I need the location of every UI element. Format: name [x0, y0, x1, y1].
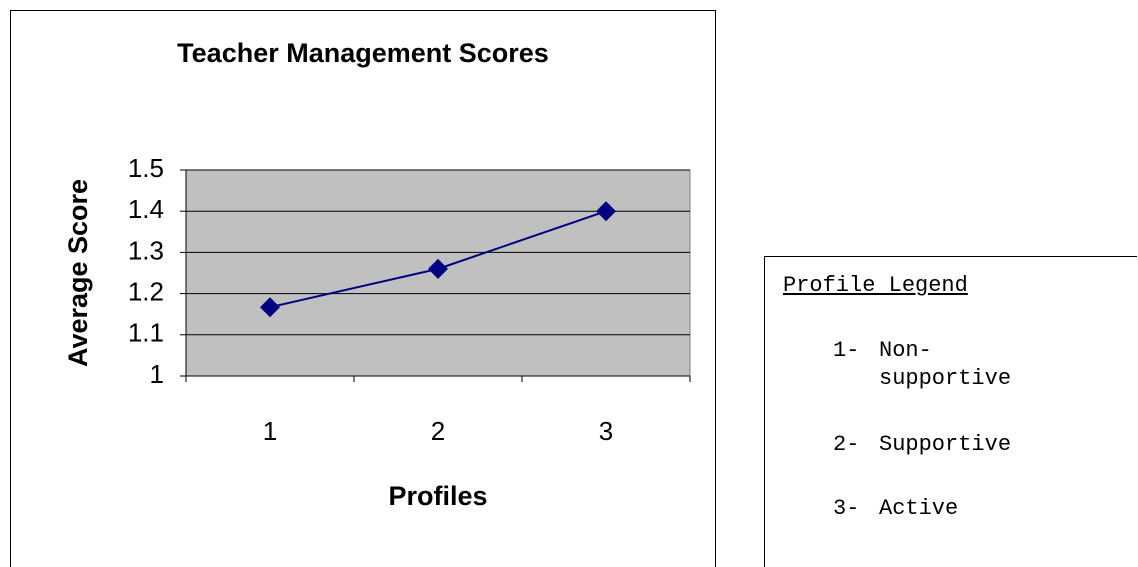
- y-tick-label: 1.1: [128, 318, 164, 348]
- y-axis-title: Average Score: [63, 179, 93, 367]
- profile-legend: Profile Legend 1- Non-supportive 2- Support…: [764, 256, 1137, 567]
- x-axis-title: Profiles: [388, 481, 487, 511]
- x-tick-label: 2: [431, 416, 445, 446]
- data-point: [596, 201, 616, 222]
- legend-label: Non-supportive: [879, 338, 1012, 391]
- y-tick-label: 1.5: [128, 153, 164, 183]
- y-tick-label: 1.4: [128, 194, 164, 224]
- y-tick-label: 1.2: [128, 276, 164, 306]
- legend-item: 3- Active: [833, 495, 1054, 523]
- chart-title: Teacher Management Scores: [177, 38, 549, 68]
- y-tick-label: 1: [150, 359, 164, 389]
- x-tick-label: 3: [599, 416, 613, 446]
- legend-item: 1- Non-supportive: [833, 337, 1054, 393]
- legend-title: Profile Legend: [783, 273, 968, 298]
- legend-number: 3-: [833, 496, 860, 521]
- legend-label: Active: [879, 496, 959, 521]
- legend-number: 1-: [833, 338, 860, 363]
- legend-number: 2-: [833, 432, 860, 457]
- data-point: [428, 258, 448, 279]
- data-point: [260, 297, 280, 318]
- y-tick-label: 1.3: [128, 235, 164, 265]
- legend-item: 2- Supportive: [833, 431, 1054, 459]
- x-tick-label: 1: [263, 416, 277, 446]
- legend-label: Supportive: [879, 432, 1012, 457]
